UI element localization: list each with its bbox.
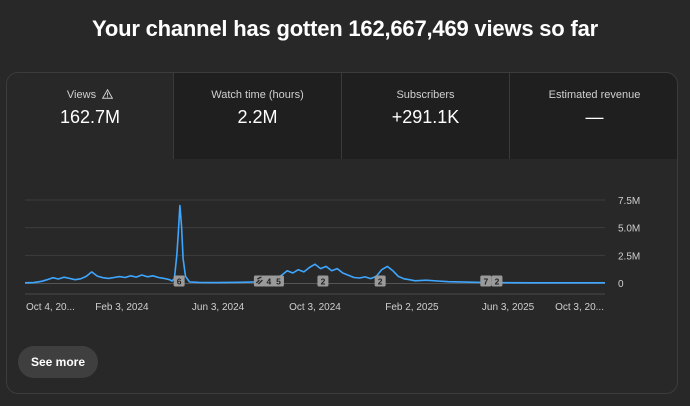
y-tick-label: 5.0M [618,224,640,235]
annotation-marker[interactable] [317,275,329,287]
tab-subscribers[interactable]: Subscribers +291.1K [342,73,509,159]
x-tick-label: Feb 2, 2025 [385,302,439,313]
tab-watch-time[interactable]: Watch time (hours) 2.2M [174,73,341,159]
tab-watch-time-value: 2.2M [237,107,278,127]
tab-views[interactable]: Views 162.7M [7,73,173,159]
tab-revenue-label: Estimated revenue [548,89,641,101]
y-tick-label: 0 [618,279,624,290]
tab-divider [173,73,174,159]
annotation-marker[interactable] [374,275,386,287]
annotation-marker[interactable] [173,275,185,287]
annotation-marker[interactable] [272,275,284,287]
annotation-marker[interactable] [263,275,275,287]
annotation-marker[interactable] [491,275,503,287]
annotation-marker-label: 4 [267,277,272,287]
tab-views-label: Views [7,88,173,102]
x-tick-label: Jun 3, 2025 [482,302,535,313]
tab-views-value: 162.7M [59,107,121,127]
annotation-marker[interactable] [253,275,265,287]
annotation-marker-label: 2 [378,277,383,287]
x-tick-label: Jun 3, 2024 [192,302,245,313]
tab-watch-time-label: Watch time (hours) [211,89,304,101]
metric-tabs: Views 162.7M Watch time (hours) 2.2M Sub… [7,73,677,159]
annotation-marker-label: 2 [495,277,500,287]
x-tick-label: Feb 3, 2024 [95,302,149,313]
x-tick-label: Oct 4, 20... [26,302,75,313]
tab-revenue-value: — [585,107,604,127]
y-tick-label: 7.5M [618,196,640,207]
see-more-button[interactable]: See more [18,346,99,378]
tab-subscribers-value: +291.1K [391,107,460,127]
views-line-chart[interactable]: 0 2.5M 5.0M 7.5M Oct 4, 20... Feb 3, 2024 Jun … [7,159,678,329]
x-tick-label: Oct 3, 20... [555,302,604,313]
annotation-marker-label: 6 [177,277,182,287]
annotation-marker[interactable] [480,275,492,287]
tab-divider [341,73,342,159]
page-title: Your channel has gotten 162,667,469 view… [92,16,598,41]
annotation-marker-label: 2 [321,277,326,287]
link-icon [255,276,263,285]
y-tick-label: 2.5M [618,251,640,262]
x-tick-label: Oct 3, 2024 [289,302,341,313]
tab-subscribers-label: Subscribers [396,89,455,101]
views-series-line[interactable] [24,204,605,284]
warning-triangle-icon[interactable] [101,88,114,102]
annotation-marker-label: 5 [276,277,281,287]
tab-estimated-revenue[interactable]: Estimated revenue — [510,73,677,159]
annotation-marker-label: 7 [483,277,488,287]
analytics-card: Views 162.7M Watch time (hours) 2.2M Sub… [6,72,678,394]
tab-divider [509,73,510,159]
